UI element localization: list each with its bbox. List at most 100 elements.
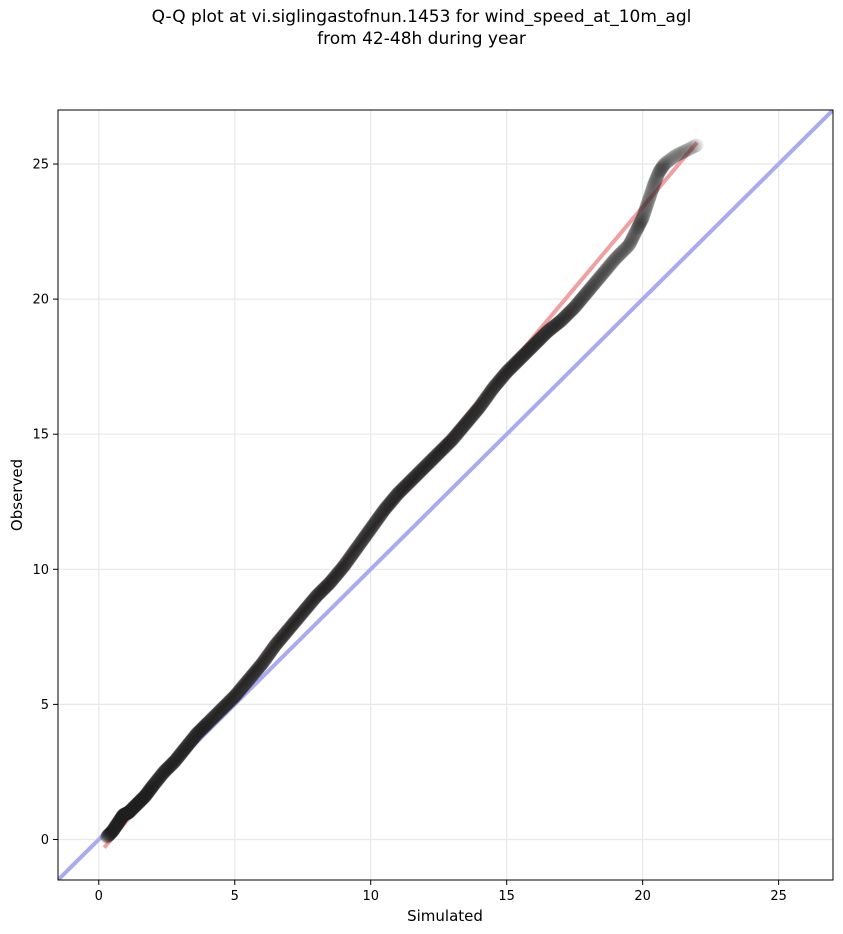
quantile-point	[225, 691, 240, 706]
quantile-point	[191, 725, 206, 740]
quantile-point	[268, 637, 283, 652]
quantile-point	[256, 654, 271, 669]
quantile-point	[651, 167, 666, 182]
quantile-point	[249, 663, 264, 678]
quantile-point	[691, 139, 704, 152]
quantile-point	[425, 452, 440, 467]
quantile-point	[223, 693, 238, 708]
quantile-point	[447, 429, 462, 444]
quantile-point	[343, 550, 358, 565]
quantile-point	[551, 315, 566, 330]
quantile-point	[290, 611, 305, 626]
quantile-point	[624, 233, 639, 248]
quantile-point	[507, 357, 522, 372]
quantile-point	[307, 591, 322, 606]
quantile-point	[374, 507, 389, 522]
quantile-point	[341, 552, 356, 567]
quantile-point	[436, 441, 451, 456]
quantile-point	[439, 438, 454, 453]
quantile-point	[641, 194, 656, 209]
quantile-point	[410, 466, 425, 481]
quantile-point	[647, 176, 662, 191]
quantile-point	[579, 286, 594, 301]
quantile-point	[190, 726, 205, 741]
quantile-point	[368, 515, 383, 530]
quantile-point	[274, 630, 289, 645]
quantile-point	[282, 620, 297, 635]
quantile-point	[573, 292, 588, 307]
quantile-point	[289, 613, 304, 628]
quantile-point	[110, 817, 125, 832]
quantile-point	[119, 806, 134, 821]
quantile-point	[142, 782, 157, 797]
quantile-point	[300, 600, 315, 615]
quantile-point	[118, 807, 133, 822]
quantile-point	[116, 808, 131, 823]
quantile-point	[393, 483, 408, 498]
quantile-point	[193, 723, 208, 738]
quantile-point	[614, 245, 629, 260]
quantile-point	[462, 411, 477, 426]
quantile-point	[558, 309, 573, 324]
quantile-point	[104, 825, 119, 840]
quantile-point	[576, 290, 591, 305]
quantile-point	[101, 828, 116, 843]
quantile-point	[416, 461, 431, 476]
quantile-point	[121, 805, 136, 820]
quantile-point	[145, 779, 160, 794]
quantile-point	[168, 753, 183, 768]
quantile-point	[303, 596, 318, 611]
quantile-point	[397, 480, 412, 495]
quantile-point	[175, 744, 190, 759]
quantile-point	[646, 179, 661, 194]
quantile-point	[544, 321, 559, 336]
quantile-point	[370, 512, 385, 527]
quantile-point	[322, 575, 337, 590]
quantile-point	[360, 526, 375, 541]
quantile-point	[385, 493, 400, 508]
quantile-point	[400, 476, 415, 491]
quantile-point	[454, 421, 469, 436]
quantile-point	[388, 489, 403, 504]
quantile-point	[163, 758, 178, 773]
quantile-point	[623, 234, 638, 249]
quantile-point	[302, 597, 317, 612]
quantile-point	[125, 801, 140, 816]
quantile-point	[216, 700, 231, 715]
quantile-point	[311, 587, 326, 602]
quantile-point	[296, 604, 311, 619]
quantile-point	[645, 182, 660, 197]
quantile-point	[428, 449, 443, 464]
chart-title: Q-Q plot at vi.siglingastofnun.1453 for …	[0, 6, 843, 50]
quantile-point	[106, 822, 121, 837]
quantile-point	[370, 511, 385, 526]
quantile-point	[399, 477, 414, 492]
quantile-point	[635, 211, 650, 226]
quantile-point	[432, 445, 447, 460]
quantile-point	[381, 497, 396, 512]
quantile-point	[394, 483, 409, 498]
quantile-point	[555, 312, 570, 327]
fit-line	[102, 141, 699, 849]
quantile-point	[291, 610, 306, 625]
quantile-point	[657, 158, 671, 172]
quantile-point	[364, 520, 379, 535]
quantile-point	[484, 384, 499, 399]
quantile-point	[432, 444, 447, 459]
quantile-point	[227, 689, 242, 704]
quantile-point	[163, 758, 178, 773]
quantile-point	[237, 677, 252, 692]
quantile-point	[645, 181, 660, 196]
quantile-point	[587, 277, 602, 292]
quantile-point	[231, 684, 246, 699]
quantile-point	[207, 709, 222, 724]
quantile-point	[631, 219, 646, 234]
quantile-point	[337, 558, 352, 573]
quantile-point	[208, 708, 223, 723]
quantile-point	[462, 412, 477, 427]
quantile-point	[389, 488, 404, 503]
quantile-point	[643, 186, 658, 201]
quantile-point	[628, 224, 643, 239]
quantile-point	[120, 806, 135, 821]
quantile-point	[629, 222, 644, 237]
